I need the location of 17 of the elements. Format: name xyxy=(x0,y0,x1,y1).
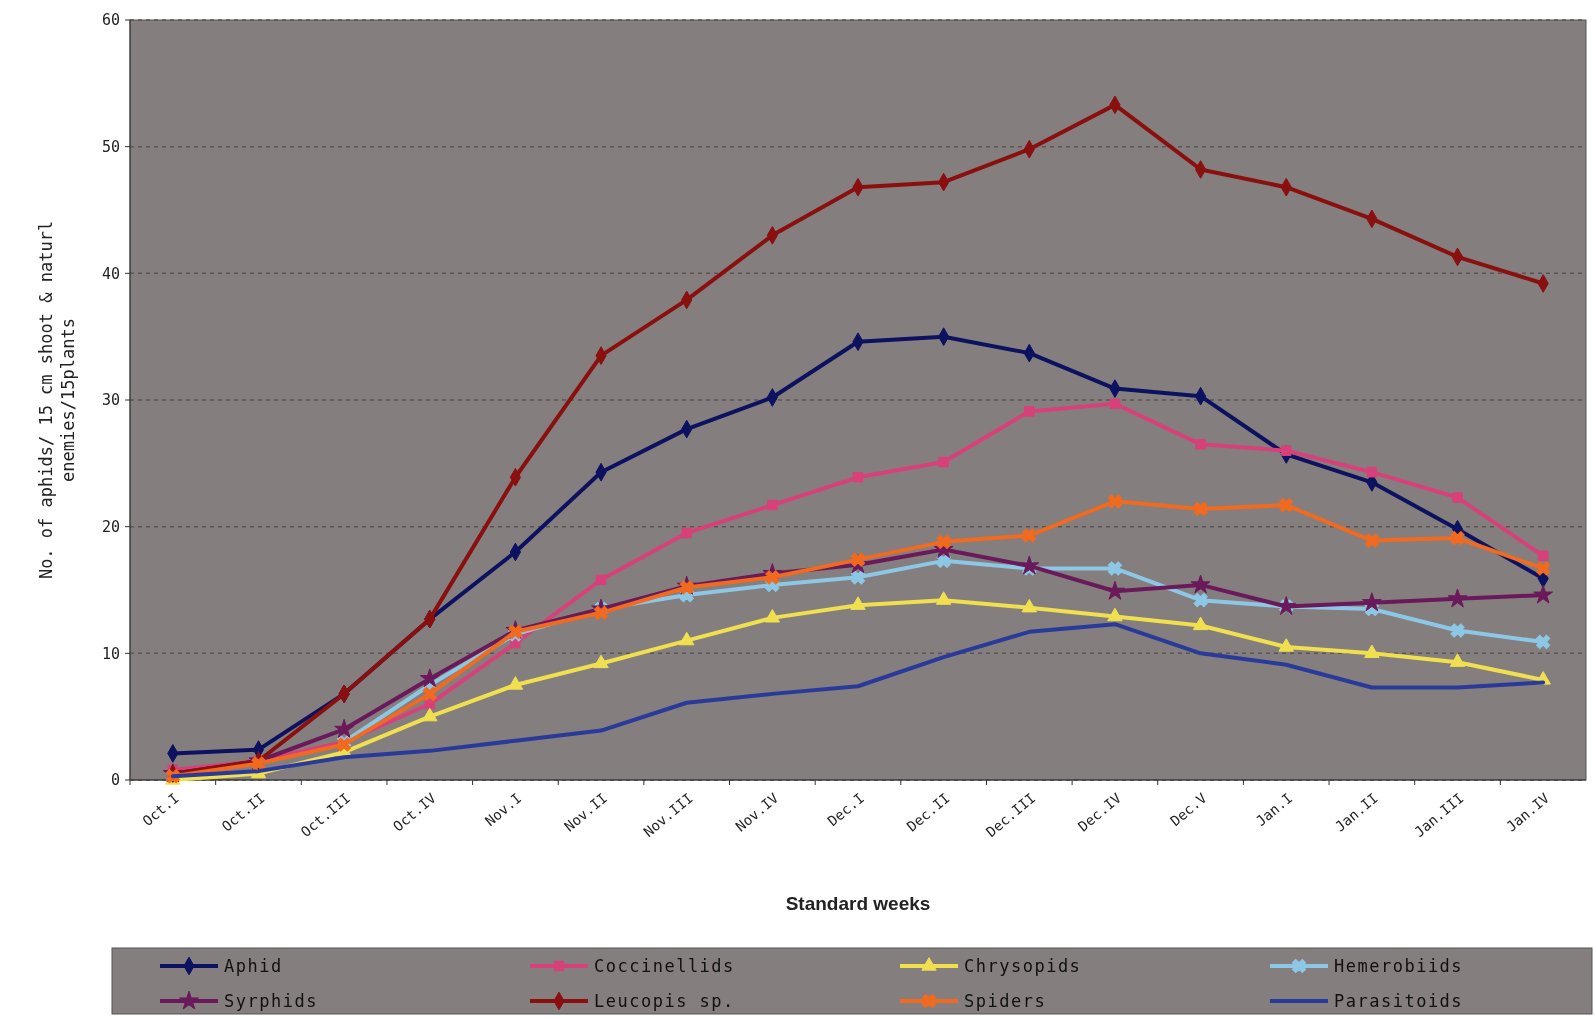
legend-label: Leucopis sp. xyxy=(594,990,735,1011)
y-tick-label: 30 xyxy=(101,391,120,410)
x-axis-title: Standard weeks xyxy=(785,893,931,914)
y-tick-label: 10 xyxy=(101,644,120,663)
legend-label: Syrphids xyxy=(224,990,318,1011)
y-tick-label: 60 xyxy=(101,11,120,30)
y-tick-label: 0 xyxy=(110,771,120,790)
y-tick-label: 50 xyxy=(101,137,120,156)
y-tick-label: 20 xyxy=(101,517,120,536)
legend-label: Aphid xyxy=(224,955,283,976)
legend-label: Spiders xyxy=(964,990,1047,1011)
y-axis-title: No. of aphids/ 15 cm shoot & naturl enemies/15plants xyxy=(36,220,78,580)
y-tick-label: 40 xyxy=(101,264,120,283)
legend-label: Hemerobiids xyxy=(1334,955,1464,976)
legend-label: Coccinellids xyxy=(594,955,735,976)
legend-label: Parasitoids xyxy=(1334,990,1464,1011)
legend-label: Chrysopids xyxy=(964,955,1082,976)
